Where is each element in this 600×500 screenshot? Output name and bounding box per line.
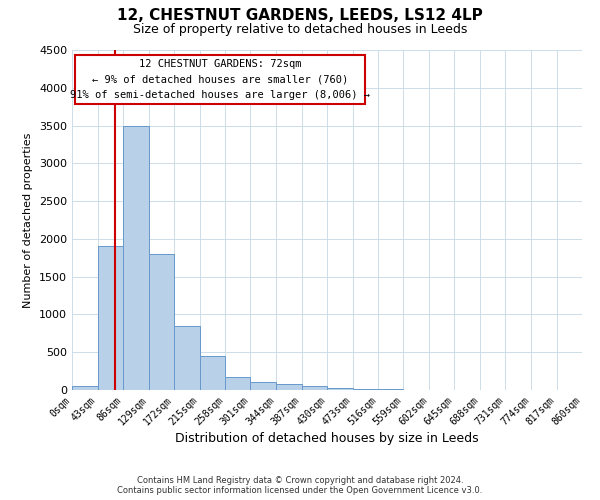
Bar — [123, 126, 149, 390]
Bar — [97, 246, 123, 390]
X-axis label: Distribution of detached houses by size in Leeds: Distribution of detached houses by size … — [175, 432, 479, 446]
FancyBboxPatch shape — [74, 55, 365, 104]
Bar — [225, 377, 251, 390]
Bar — [72, 386, 97, 390]
Text: 12 CHESTNUT GARDENS: 72sqm
← 9% of detached houses are smaller (760)
91% of semi: 12 CHESTNUT GARDENS: 72sqm ← 9% of detac… — [70, 59, 370, 100]
Bar — [149, 254, 174, 390]
Text: 12, CHESTNUT GARDENS, LEEDS, LS12 4LP: 12, CHESTNUT GARDENS, LEEDS, LS12 4LP — [117, 8, 483, 22]
Bar — [174, 326, 199, 390]
Text: Size of property relative to detached houses in Leeds: Size of property relative to detached ho… — [133, 22, 467, 36]
Bar — [327, 388, 353, 390]
Bar — [251, 382, 276, 390]
Bar — [302, 386, 327, 390]
Bar — [199, 356, 225, 390]
Bar — [276, 384, 302, 390]
Bar — [353, 389, 378, 390]
Y-axis label: Number of detached properties: Number of detached properties — [23, 132, 34, 308]
Text: Contains HM Land Registry data © Crown copyright and database right 2024.
Contai: Contains HM Land Registry data © Crown c… — [118, 476, 482, 495]
